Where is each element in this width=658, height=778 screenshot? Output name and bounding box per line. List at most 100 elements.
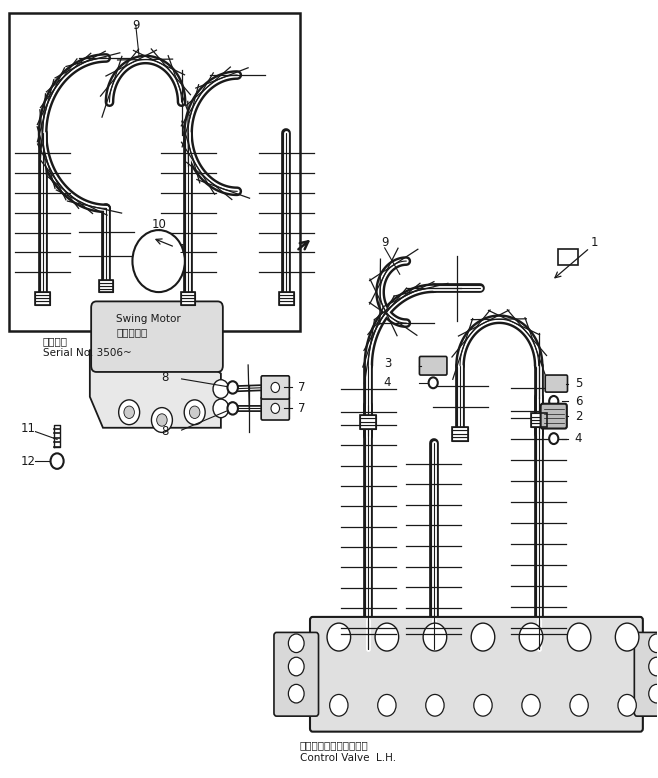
Circle shape [288, 657, 304, 676]
Circle shape [271, 403, 280, 413]
Bar [99, 280, 113, 282]
Circle shape [190, 406, 200, 419]
Bar [181, 292, 195, 304]
Text: 6: 6 [574, 395, 582, 408]
Circle shape [567, 623, 591, 651]
Bar [531, 420, 547, 423]
Bar [279, 298, 293, 301]
Bar [181, 298, 195, 301]
Text: コントロールバルブ　左: コントロールバルブ 左 [299, 740, 368, 750]
Text: 7: 7 [297, 381, 305, 394]
Text: 1: 1 [591, 236, 599, 249]
Circle shape [330, 695, 348, 716]
Bar [361, 418, 376, 422]
Circle shape [471, 623, 495, 651]
Text: 10: 10 [151, 219, 166, 231]
FancyBboxPatch shape [91, 301, 223, 372]
Bar [36, 301, 50, 304]
Bar [361, 415, 376, 418]
Bar [181, 292, 195, 295]
Bar [531, 416, 547, 420]
Bar [99, 286, 113, 289]
Circle shape [474, 695, 492, 716]
Circle shape [213, 380, 229, 398]
Circle shape [378, 695, 396, 716]
Text: 4: 4 [384, 377, 392, 389]
FancyBboxPatch shape [274, 633, 318, 716]
Circle shape [549, 396, 559, 407]
Circle shape [649, 634, 658, 653]
Polygon shape [90, 350, 221, 428]
Circle shape [426, 695, 444, 716]
Text: 8: 8 [161, 425, 168, 438]
Bar [99, 282, 113, 286]
Text: 5: 5 [574, 377, 582, 390]
Circle shape [184, 400, 205, 425]
Text: Control Valve  L.H.: Control Valve L.H. [299, 753, 395, 763]
Text: 8: 8 [161, 371, 168, 384]
Circle shape [157, 414, 167, 426]
Bar [99, 289, 113, 292]
FancyBboxPatch shape [261, 397, 290, 420]
Text: 12: 12 [21, 454, 36, 468]
Bar [531, 413, 547, 427]
Bar [9, 13, 299, 331]
Text: 旋回モータ: 旋回モータ [116, 327, 147, 337]
Bar [361, 415, 376, 429]
Bar [531, 413, 547, 416]
Bar [36, 292, 50, 304]
Circle shape [522, 695, 540, 716]
Circle shape [288, 685, 304, 703]
FancyBboxPatch shape [419, 356, 447, 375]
Text: 1: 1 [178, 243, 186, 256]
Bar [361, 422, 376, 425]
Circle shape [649, 685, 658, 703]
Text: Serial No. 3506~: Serial No. 3506~ [43, 349, 132, 359]
Bar [279, 292, 293, 304]
Text: 11: 11 [21, 422, 36, 435]
Circle shape [649, 657, 658, 676]
Bar [181, 295, 195, 298]
Text: 3: 3 [384, 357, 392, 370]
FancyBboxPatch shape [634, 633, 658, 716]
Bar [452, 427, 468, 441]
FancyBboxPatch shape [261, 376, 290, 399]
Bar [36, 292, 50, 295]
Bar [36, 295, 50, 298]
Circle shape [615, 623, 639, 651]
Circle shape [375, 623, 399, 651]
Circle shape [618, 695, 636, 716]
Circle shape [288, 634, 304, 653]
Bar [452, 434, 468, 437]
Bar [361, 425, 376, 429]
Circle shape [428, 377, 438, 388]
Bar [531, 423, 547, 427]
FancyBboxPatch shape [541, 404, 567, 429]
Circle shape [570, 695, 588, 716]
Bar [452, 437, 468, 441]
Bar [279, 295, 293, 298]
Bar [181, 301, 195, 304]
Text: 4: 4 [574, 432, 582, 445]
FancyBboxPatch shape [310, 617, 643, 731]
Circle shape [124, 406, 134, 419]
Text: 2: 2 [574, 410, 582, 422]
Circle shape [228, 402, 238, 415]
Circle shape [271, 383, 280, 392]
Circle shape [327, 623, 351, 651]
Circle shape [228, 381, 238, 394]
Circle shape [549, 433, 559, 444]
Text: 9: 9 [132, 19, 139, 32]
Circle shape [151, 408, 172, 433]
FancyBboxPatch shape [545, 375, 567, 392]
Circle shape [423, 623, 447, 651]
Bar [279, 292, 293, 295]
Text: Swing Motor: Swing Motor [116, 314, 181, 324]
Bar [452, 427, 468, 430]
Circle shape [51, 454, 64, 469]
Circle shape [519, 623, 543, 651]
Circle shape [213, 399, 229, 418]
Text: 9: 9 [382, 236, 389, 249]
Circle shape [132, 230, 185, 292]
Bar [279, 301, 293, 304]
